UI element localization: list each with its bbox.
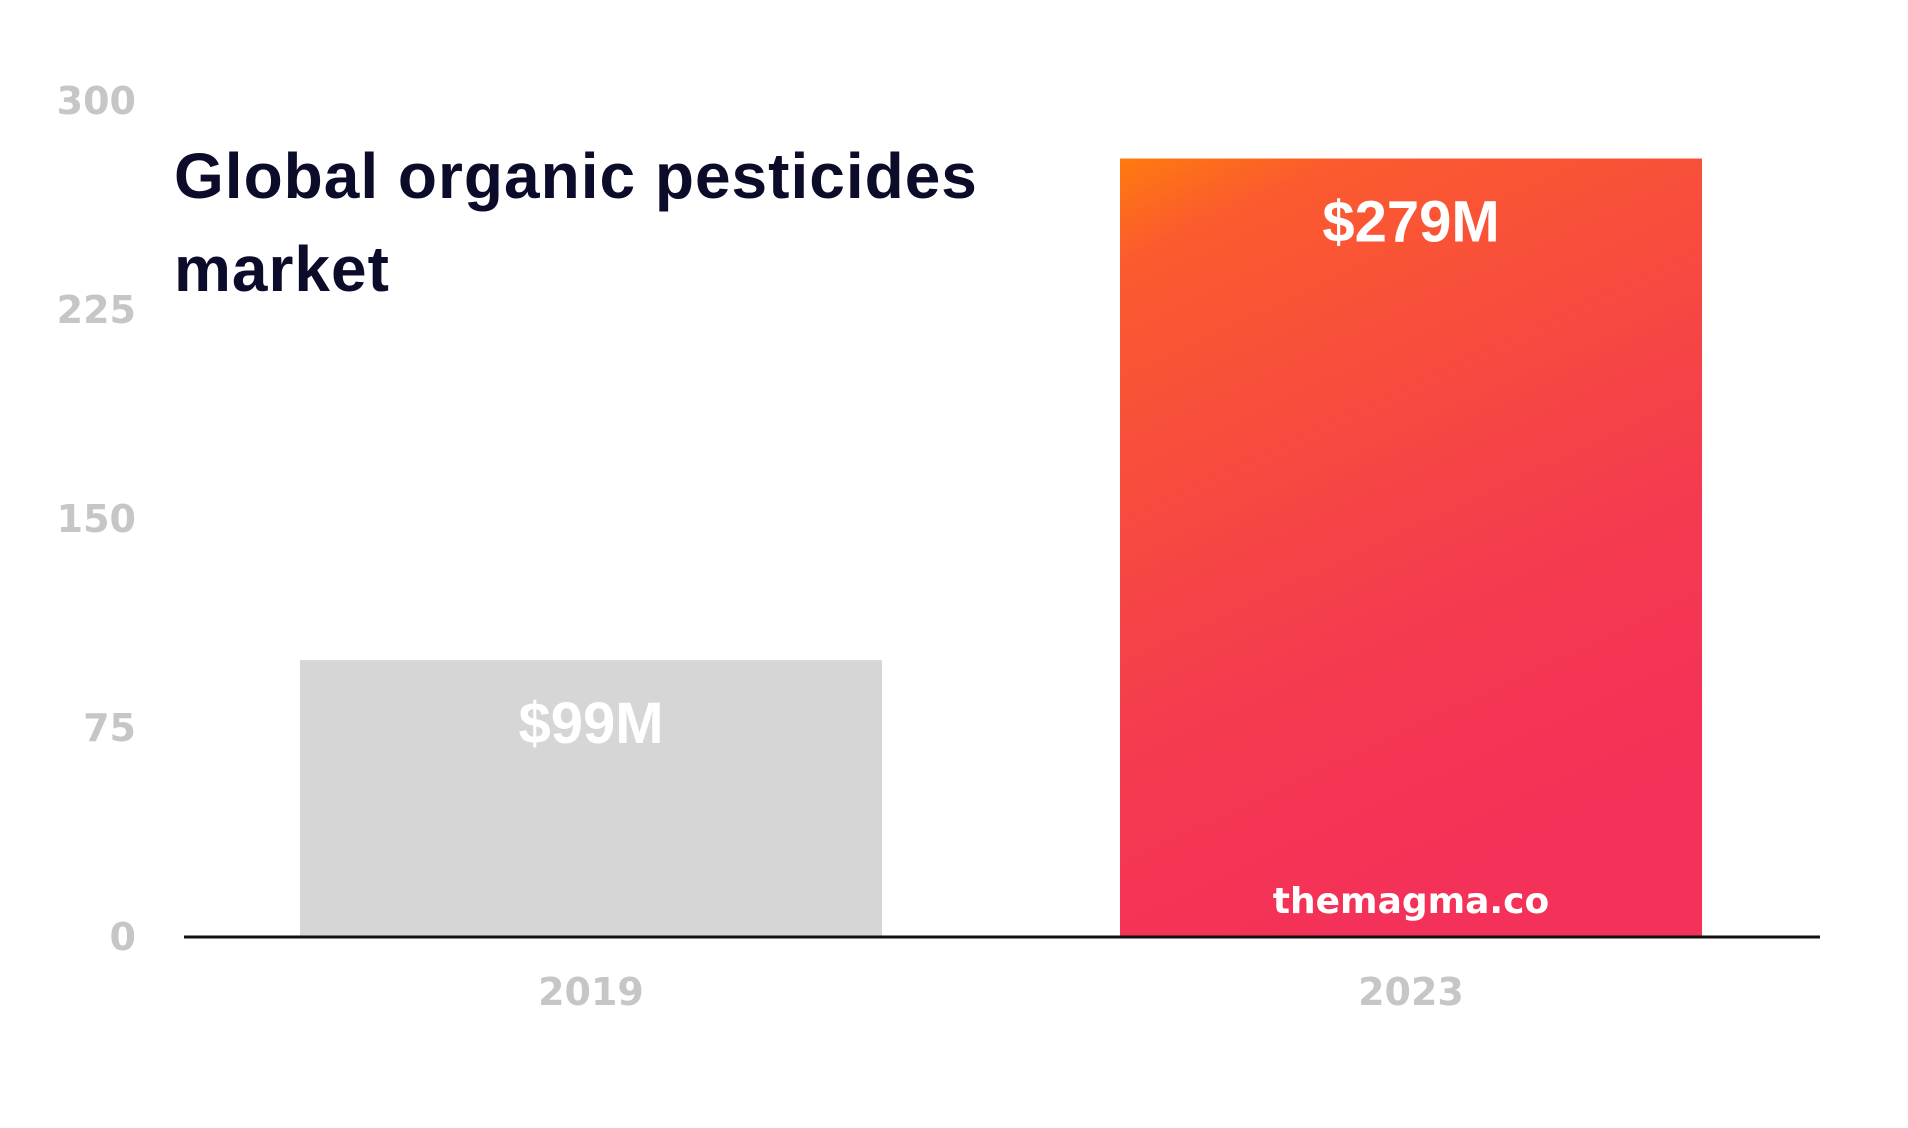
y-axis-ticks: 0 75 150 225 300 [57,79,136,959]
y-tick-label: 225 [57,288,136,332]
y-tick-label: 150 [57,497,136,541]
bar-value-labels: $99M $279M [518,190,1499,757]
y-tick-label: 300 [57,79,136,123]
chart-title: Global organic pesticides market [174,140,978,305]
bar-2023 [1120,158,1702,936]
bar-value-label: $99M [518,691,663,756]
y-tick-label: 75 [83,706,136,750]
watermark-text: themagma.co [1273,881,1549,922]
bar-2019 [300,660,882,936]
bar-value-label: $279M [1322,190,1499,255]
x-tick-label: 2023 [1358,970,1464,1014]
y-tick-label: 0 [110,915,136,959]
bars [300,158,1702,936]
x-tick-label: 2019 [538,970,644,1014]
x-axis-ticks: 2019 2023 [538,970,1464,1014]
